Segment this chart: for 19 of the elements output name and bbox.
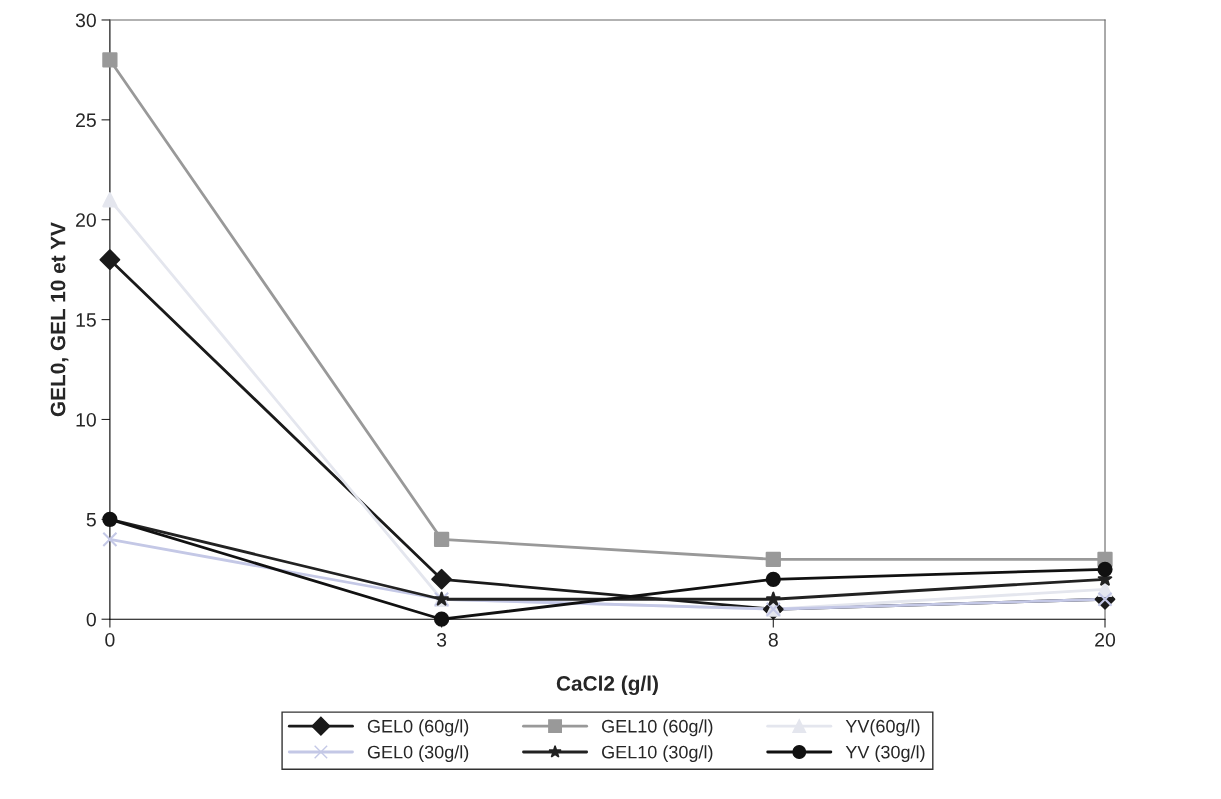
y-tick-label: 5 [86,513,96,527]
legend-label: GEL10 (30g/l) [602,745,713,763]
y-tick-label: 30 [75,13,96,28]
legend-label: GEL0 (60g/l) [367,719,469,737]
legend-label: YV (30g/l) [845,745,925,763]
legend-label: GEL10 (60g/l) [602,719,713,737]
y-tick-label: 20 [76,213,96,227]
y-tick-label: 0 [86,612,96,627]
x-axis-title: CaCl2 (g/l) [556,675,658,696]
x-tick-label: 8 [768,632,778,647]
y-tick-label: 25 [76,113,96,128]
legend-label: YV(60g/l) [845,719,920,737]
y-tick-label: 10 [76,412,96,427]
x-tick-label: 3 [436,632,447,647]
legend-label: GEL0 (30g/l) [367,745,469,763]
x-tick-label: 0 [105,632,115,647]
x-tick-label: 20 [1095,632,1116,647]
y-axis-title: GEL0, GEL 10 et YV [50,222,69,417]
y-tick-label: 15 [76,313,96,327]
